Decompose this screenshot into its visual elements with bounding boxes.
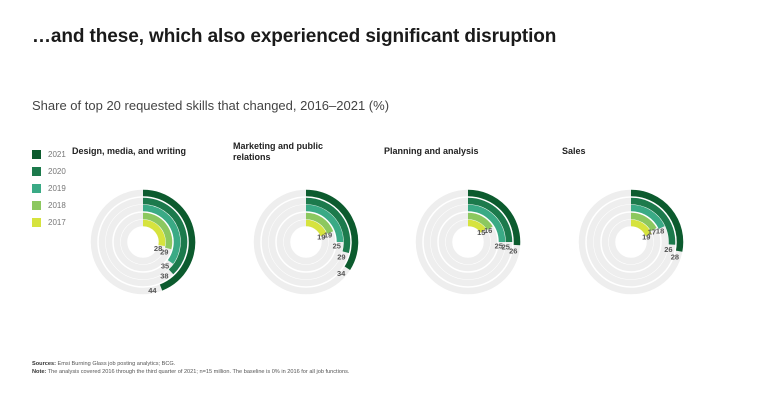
value-label-2019: 35 [161,261,169,270]
note-label: Note: [32,369,47,375]
panel-title-sales: Sales [562,146,586,156]
chart-subtitle: Share of top 20 requested skills that ch… [32,98,390,113]
legend-label-2019: 2019 [48,184,66,193]
legend-label-2021: 2021 [48,150,66,159]
value-label-2021: 44 [148,286,157,295]
value-label-2017: 19 [642,233,650,242]
arc-2020 [630,197,676,245]
value-label-2017: 19 [317,233,325,242]
value-label-2018: 19 [324,231,332,240]
legend-label-2020: 2020 [48,167,66,176]
value-label-2018: 17 [648,228,656,237]
legend-label-2018: 2018 [48,201,66,210]
value-label-2019: 25 [333,242,341,251]
arc-2021 [142,189,196,291]
arc-2017 [630,219,652,237]
value-label-2017: 28 [154,244,162,253]
value-label-2020: 26 [664,245,672,254]
panel-title-marketing: Marketing and public relations [233,141,324,162]
legend-swatch-2020 [32,167,41,176]
arc-2020 [142,197,188,275]
sources-line: Sources: Emsi Burning Glass job posting … [32,360,349,368]
panel-title-design: Design, media, and writing [72,146,187,156]
value-label-2019: 18 [656,227,664,236]
value-label-2018: 16 [484,226,492,235]
arc-2017 [142,219,166,247]
sources-text: Emsi Burning Glass job posting analytics… [57,361,176,367]
legend-swatch-2017 [32,218,41,227]
value-label-2018: 29 [160,247,168,256]
value-label-2021: 28 [671,253,679,262]
arc-2021 [305,189,359,270]
note-line: Note: The analysis covered 2016 through … [32,368,349,376]
legend-swatch-2018 [32,201,41,210]
arc-2021 [467,189,521,246]
chart-title: …and these, which also experienced signi… [32,26,557,47]
sources-label: Sources: [32,361,56,367]
arc-2017 [467,219,486,233]
legend-item-2019: 2019 [32,180,66,197]
value-label-2020: 29 [337,253,345,262]
legend-item-2018: 2018 [32,197,66,214]
arc-2018 [630,212,657,232]
arc-2019 [142,204,181,264]
legend-swatch-2021 [32,150,41,159]
value-label-2019: 25 [495,242,503,251]
arc-2019 [630,204,665,230]
arc-2018 [467,212,493,230]
legend-item-2017: 2017 [32,214,66,231]
arc-2020 [467,197,513,243]
legend-item-2020: 2020 [32,163,66,180]
note-text: The analysis covered 2016 through the th… [47,369,350,375]
arc-2017 [305,219,327,237]
arc-2018 [305,212,334,234]
value-label-2017: 15 [477,228,485,237]
footnotes: Sources: Emsi Burning Glass job posting … [32,360,349,376]
value-label-2020: 25 [502,242,510,251]
arc-2018 [142,212,173,250]
arc-2019 [305,204,344,243]
value-label-2020: 38 [160,272,168,281]
legend-item-2021: 2021 [32,146,66,163]
value-label-2021: 34 [337,269,346,278]
value-label-2021: 26 [509,246,517,255]
legend-label-2017: 2017 [48,218,66,227]
arc-2021 [630,189,684,252]
arc-2019 [467,204,506,243]
arc-2020 [305,197,351,254]
legend: 2021 2020 2019 2018 2017 [32,146,66,231]
panel-title-planning: Planning and analysis [384,146,479,156]
legend-swatch-2019 [32,184,41,193]
